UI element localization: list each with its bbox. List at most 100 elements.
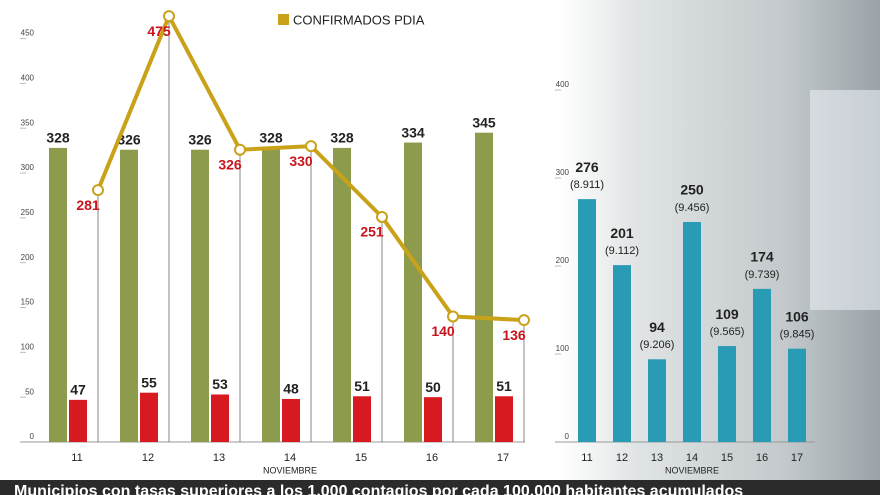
bar-note: (9.112) [605, 245, 639, 257]
bar-value-label: 328 [46, 130, 70, 146]
x-tick-label: 14 [686, 452, 698, 464]
y-tick-label: 350 [21, 118, 35, 127]
x-tick-label: 15 [721, 452, 733, 464]
y-tick-label: 300 [556, 168, 570, 177]
bar-value-label: 250 [680, 182, 704, 198]
bar [262, 147, 280, 442]
footer-band [0, 480, 880, 495]
line-value-label: 330 [289, 153, 313, 169]
line-point [518, 314, 530, 327]
x-tick-label: 11 [71, 452, 82, 464]
bar [333, 147, 351, 442]
x-tick-label: 15 [355, 452, 367, 464]
bar-value-label: 53 [212, 376, 228, 392]
bar [475, 132, 493, 443]
line-point [92, 184, 104, 197]
bar-value-label: 55 [141, 374, 157, 390]
y-tick-label: 250 [21, 208, 35, 217]
photo-shape [810, 90, 880, 310]
y-tick-label: 400 [21, 73, 35, 82]
x-tick-label: 12 [616, 452, 628, 464]
bar-note: (9.456) [675, 202, 710, 214]
bar [69, 399, 87, 442]
y-tick-label: 200 [21, 253, 35, 262]
x-tick-label: 16 [426, 452, 438, 464]
line-value-label: 281 [76, 197, 100, 213]
y-tick-label: 150 [21, 298, 35, 307]
bar-note: (9.739) [745, 269, 780, 281]
footer-text: Municipios con tasas superiores a los 1.… [14, 483, 743, 495]
x-tick-label: 12 [142, 452, 154, 464]
bar-value-label: 345 [472, 114, 496, 130]
line-point [447, 310, 459, 323]
x-axis-label: NOVIEMBRE [263, 465, 317, 475]
bar-value-label: 276 [575, 159, 599, 175]
y-tick-label: 0 [565, 432, 570, 441]
x-tick-label: 17 [791, 452, 803, 464]
x-tick-label: 13 [651, 452, 663, 464]
bar-value-label: 328 [259, 130, 283, 146]
bar-value-label: 51 [496, 378, 512, 394]
line-value-label: 326 [218, 156, 242, 172]
y-tick-label: 300 [21, 163, 35, 172]
bar [120, 149, 138, 443]
y-tick-label: 400 [556, 80, 570, 89]
bar-value-label: 328 [330, 130, 354, 146]
bar [49, 147, 67, 442]
bar [613, 265, 631, 442]
bar [683, 222, 701, 442]
bar [353, 396, 371, 442]
bar-value-label: 334 [401, 124, 425, 140]
bar-note: (9.845) [780, 329, 815, 341]
bar-value-label: 201 [610, 225, 634, 241]
bar [495, 396, 513, 442]
bar [753, 288, 771, 442]
bar [282, 398, 300, 442]
line-value-label: 475 [147, 23, 171, 39]
y-tick-label: 200 [556, 256, 570, 265]
bar-note: (9.565) [710, 326, 745, 338]
bar [191, 149, 209, 443]
bar [140, 392, 158, 442]
legend-swatch [278, 14, 289, 25]
bar-value-label: 47 [70, 382, 86, 398]
line-value-label: 140 [431, 323, 455, 339]
bar-value-label: 174 [750, 249, 774, 265]
bar [404, 142, 422, 442]
y-tick-label: 450 [21, 29, 35, 38]
bar [648, 359, 666, 442]
bar-value-label: 326 [117, 131, 141, 147]
y-tick-label: 100 [556, 344, 570, 353]
x-axis-label: NOVIEMBRE [665, 465, 719, 475]
line-value-label: 136 [502, 327, 526, 343]
bar-value-label: 326 [188, 131, 212, 147]
bar-value-label: 51 [354, 378, 370, 394]
line-value-label: 251 [360, 224, 384, 240]
bar-value-label: 48 [283, 381, 299, 397]
y-tick-label: 0 [30, 432, 35, 441]
x-tick-label: 17 [497, 452, 509, 464]
y-tick-label: 50 [25, 387, 34, 396]
bar-note: (8.911) [570, 179, 604, 191]
x-tick-label: 16 [756, 452, 768, 464]
bar [424, 397, 442, 442]
bar [788, 348, 806, 442]
bar-value-label: 50 [425, 379, 441, 395]
line-point [305, 140, 317, 153]
bar [718, 346, 736, 442]
bar-value-label: 109 [715, 306, 739, 322]
bar-value-label: 106 [785, 308, 809, 324]
x-tick-label: 11 [581, 452, 592, 464]
legend-label: CONFIRMADOS PDIA [293, 12, 425, 27]
line-point [376, 210, 388, 223]
bar-value-label: 94 [649, 319, 665, 335]
x-tick-label: 14 [284, 452, 296, 464]
bar-note: (9.206) [640, 339, 675, 351]
bar [211, 394, 229, 442]
x-tick-label: 13 [213, 452, 225, 464]
line-point [234, 143, 246, 156]
line-point [163, 10, 175, 23]
y-tick-label: 100 [21, 342, 35, 351]
bar [578, 199, 596, 442]
